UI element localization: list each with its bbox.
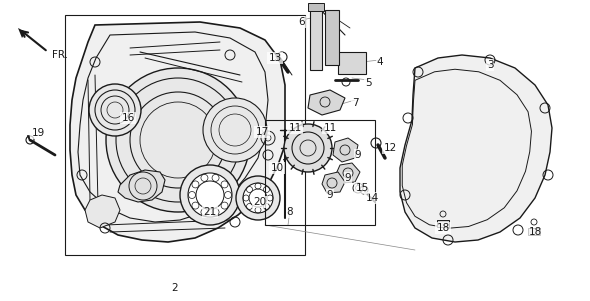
Text: 18: 18 (437, 223, 450, 233)
Bar (308, 3, 324, 11)
Text: 9: 9 (355, 150, 361, 160)
Polygon shape (336, 163, 360, 183)
Circle shape (180, 165, 240, 225)
Text: 19: 19 (31, 128, 45, 138)
Circle shape (203, 98, 267, 162)
Circle shape (243, 183, 273, 213)
Text: FR.: FR. (52, 50, 68, 60)
Text: 10: 10 (270, 163, 284, 173)
Bar (325, 10, 339, 65)
Text: 8: 8 (287, 207, 293, 217)
Polygon shape (118, 170, 165, 202)
Bar (528, 228, 540, 235)
Polygon shape (85, 195, 120, 228)
Text: 6: 6 (299, 17, 305, 27)
Polygon shape (70, 22, 285, 242)
Text: 11: 11 (289, 123, 301, 133)
Text: 14: 14 (365, 193, 379, 203)
Bar (437, 220, 449, 227)
Text: 18: 18 (529, 227, 542, 237)
Circle shape (89, 84, 141, 136)
Bar (65, 15, 305, 255)
Text: 21: 21 (204, 207, 217, 217)
Circle shape (236, 176, 280, 220)
Circle shape (106, 68, 250, 212)
Text: 13: 13 (268, 53, 281, 63)
Bar (265, 120, 375, 225)
Polygon shape (333, 138, 358, 162)
Circle shape (188, 173, 232, 217)
Text: 16: 16 (122, 113, 135, 123)
Text: 9: 9 (327, 190, 333, 200)
Text: 4: 4 (376, 57, 384, 67)
Polygon shape (400, 55, 552, 242)
Text: 7: 7 (352, 98, 358, 108)
Text: 3: 3 (487, 60, 493, 70)
Polygon shape (322, 172, 345, 193)
Text: 9: 9 (345, 173, 351, 183)
Text: 5: 5 (365, 78, 371, 88)
Text: 2: 2 (172, 283, 178, 293)
Text: 15: 15 (355, 183, 369, 193)
Text: 11: 11 (323, 123, 337, 133)
Text: 12: 12 (384, 143, 396, 153)
Bar (338, 52, 366, 74)
Polygon shape (18, 28, 26, 38)
Bar (310, 5, 322, 70)
Polygon shape (308, 90, 345, 115)
Text: 20: 20 (254, 197, 267, 207)
Circle shape (284, 124, 332, 172)
Text: 17: 17 (255, 127, 268, 137)
